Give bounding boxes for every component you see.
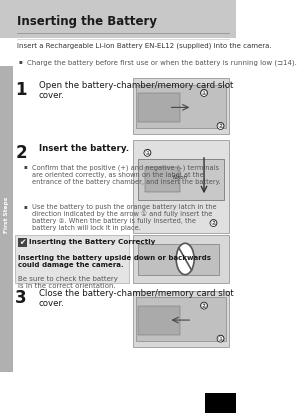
Text: First Steps: First Steps	[4, 197, 9, 233]
Text: Nikon: Nikon	[173, 175, 188, 180]
Text: 1: 1	[15, 81, 27, 99]
Text: 2: 2	[15, 144, 27, 162]
Text: ▪: ▪	[24, 164, 27, 169]
Bar	[138, 93, 181, 122]
Bar	[138, 244, 219, 275]
Circle shape	[176, 243, 194, 275]
Bar	[18, 238, 27, 247]
Text: Be sure to check the battery
is in the correct orientation.: Be sure to check the battery is in the c…	[18, 276, 118, 289]
Text: ②: ②	[218, 123, 224, 129]
Text: ②: ②	[210, 220, 217, 226]
Text: Inserting the Battery: Inserting the Battery	[16, 15, 157, 28]
Text: Inserting the battery upside down or backwards
could damage the camera.: Inserting the battery upside down or bac…	[18, 255, 211, 268]
Text: Close the battery-chamber/memory card slot
cover.: Close the battery-chamber/memory card sl…	[39, 289, 234, 309]
Bar	[133, 235, 229, 283]
Bar	[138, 159, 224, 200]
Bar	[133, 78, 229, 134]
Bar	[15, 235, 129, 283]
Text: Insert the battery.: Insert the battery.	[39, 144, 129, 153]
Text: ①: ①	[201, 90, 207, 96]
Text: Open the battery-chamber/memory card slot
cover.: Open the battery-chamber/memory card slo…	[39, 81, 233, 100]
Text: ①: ①	[144, 150, 151, 156]
Text: Use the battery to push the orange battery latch in the
direction indicated by t: Use the battery to push the orange batte…	[32, 204, 217, 231]
Text: 3: 3	[15, 289, 27, 307]
Bar	[0, 66, 13, 372]
Bar	[205, 393, 236, 413]
Text: ✔: ✔	[19, 238, 26, 247]
Text: Inserting the Battery Correctly: Inserting the Battery Correctly	[29, 240, 156, 245]
Bar	[0, 0, 236, 38]
Text: Insert a Rechargeable Li-ion Battery EN-EL12 (supplied) into the camera.: Insert a Rechargeable Li-ion Battery EN-…	[16, 42, 271, 49]
Bar	[133, 140, 229, 233]
Text: ▪: ▪	[19, 59, 22, 64]
Text: Charge the battery before first use or when the battery is running low (⊐14).: Charge the battery before first use or w…	[27, 59, 297, 66]
Text: ②: ②	[201, 303, 207, 309]
Text: Confirm that the positive (+) and negative (–) terminals
are oriented correctly,: Confirm that the positive (+) and negati…	[32, 164, 220, 185]
Text: ①: ①	[218, 336, 224, 342]
Bar	[136, 297, 226, 341]
Bar	[145, 167, 181, 192]
Bar	[136, 85, 226, 128]
Bar	[133, 291, 229, 347]
Bar	[138, 306, 181, 335]
Text: ▪: ▪	[24, 204, 27, 209]
